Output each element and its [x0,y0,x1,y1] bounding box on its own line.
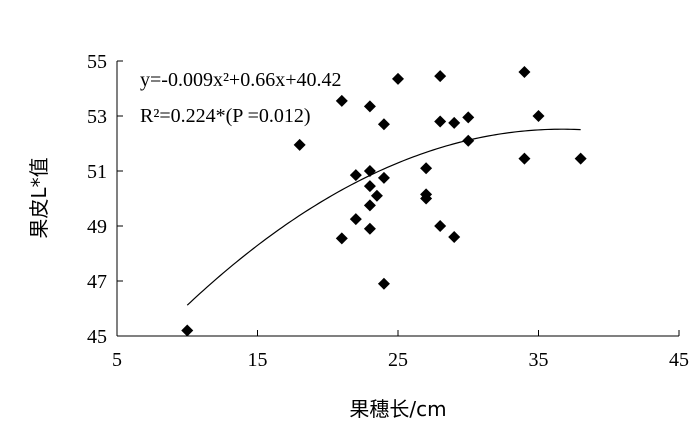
x-tick-label: 5 [112,349,122,371]
equation-annotation: y=-0.009x²+0.66x+40.42 R²=0.224*(P =0.01… [140,69,342,127]
data-point [335,94,348,107]
data-points [181,66,587,337]
data-point [349,213,362,226]
x-axis-title: 果穗长/cm [349,397,446,421]
x-tick-label: 35 [529,349,549,371]
data-point [370,189,383,202]
data-point [377,118,390,131]
y-tick-label: 53 [87,106,107,128]
axes [116,60,680,337]
data-point [363,180,376,193]
data-point [363,199,376,212]
data-point [392,72,404,85]
trendline [186,128,581,306]
data-point [377,171,390,184]
data-point [293,138,306,151]
data-point [181,324,194,337]
y-tick-label: 47 [87,271,107,293]
data-point [420,192,433,205]
data-point [434,70,447,83]
r-squared-text: R²=0.224*(P =0.012) [140,105,311,127]
y-tick-label: 51 [87,161,107,183]
data-point [363,222,376,235]
data-point [377,277,390,290]
data-point [434,220,447,232]
data-point [349,169,362,182]
equation-text: y=-0.009x²+0.66x+40.42 [140,69,342,91]
data-point [363,100,376,113]
data-point [574,152,587,165]
x-tick-label: 15 [248,349,268,371]
y-tick-label: 55 [87,51,107,73]
data-point [420,162,433,175]
data-point [462,134,475,147]
y-axis-title: 果皮L*值 [27,157,51,238]
y-tick-label: 45 [87,326,107,348]
data-point [462,111,475,124]
data-point [448,231,461,243]
data-point [532,110,545,122]
x-tick-label: 25 [388,349,408,371]
data-point [518,152,531,165]
x-tick-label: 45 [669,349,689,371]
y-tick-label: 49 [87,216,107,238]
data-point [335,232,348,245]
data-point [518,66,531,78]
trendline-group [186,128,581,306]
data-point [363,165,376,177]
data-point [448,116,461,129]
data-point [434,115,447,128]
